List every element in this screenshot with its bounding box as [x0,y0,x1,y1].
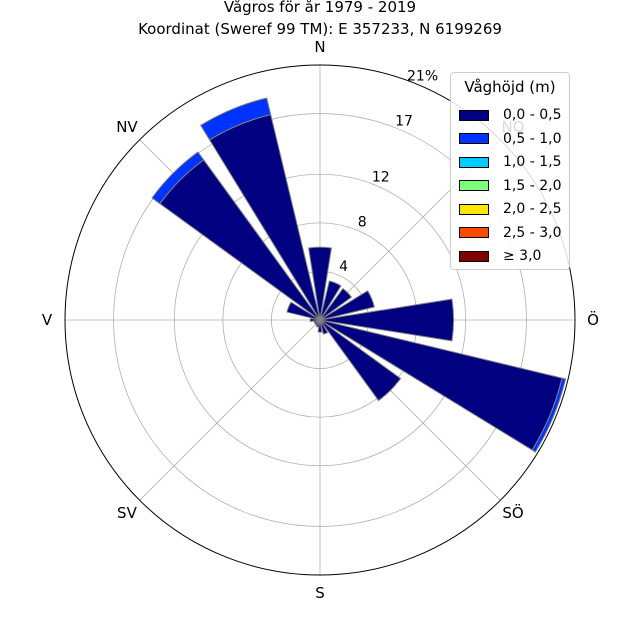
direction-label: SV [117,504,138,522]
rose-bar [308,246,332,321]
legend-label: 2,0 - 2,5 [503,201,562,217]
chart-title: Vågros för år 1979 - 2019 [224,0,416,16]
radial-tick-labels: 4 8 12 17 21% [339,68,438,275]
direction-label: S [315,584,325,602]
direction-label: V [42,311,53,329]
rose-bar [309,317,321,323]
radial-tick-label: 4 [339,259,348,275]
direction-label: Ö [587,310,599,329]
direction-label: NV [116,118,138,136]
rose-bars [151,97,567,453]
legend: Våghöjd (m) 0,0 - 0,5 0,5 - 1,0 1,0 - 1,5 1… [450,72,570,270]
legend-item: 0,5 - 1,0 [459,130,561,148]
legend-label: 0,0 - 0,5 [503,107,562,123]
rose-bar [200,97,272,141]
legend-item: ≥ 3,0 [459,247,541,265]
legend-label: 1,5 - 2,0 [503,177,562,194]
chart-subtitle: Koordinat (Sweref 99 TM): E 357233, N 61… [138,20,502,38]
legend-swatch [459,250,489,262]
radial-tick-label: 12 [372,169,390,185]
legend-label: 2,5 - 3,0 [503,224,562,241]
rose-bar [319,319,402,402]
legend-swatch [459,180,489,191]
rose-bar [319,290,375,321]
rose-bar [319,287,353,321]
rose-bar [151,151,205,205]
radial-tick-label: 8 [358,214,367,230]
legend-label: 0,5 - 1,0 [503,130,562,147]
direction-label: SÖ [502,503,523,522]
radial-tick-label: 21% [407,68,438,84]
outer-ring [64,64,576,576]
radial-tick-label: 17 [395,113,413,129]
direction-label: N [314,38,325,56]
rose-bar [531,377,567,453]
legend-item: 2,5 - 3,0 [459,224,561,242]
legend-swatch [459,227,489,238]
legend-item: 1,5 - 2,0 [459,177,561,195]
legend-item: 2,0 - 2,5 [459,200,561,218]
legend-label: 1,0 - 1,5 [503,154,562,170]
rose-bar [286,301,321,321]
rose-bar [319,319,329,335]
legend-item: 1,0 - 1,5 [459,153,561,171]
legend-title: Våghöjd (m) [464,78,556,96]
legend-swatch [459,156,489,168]
legend-swatch [459,203,489,215]
rose-bar [319,298,455,342]
rose-bar [317,319,323,333]
grid-spoke [139,319,321,501]
legend-swatch [459,109,489,121]
legend-swatch [459,133,489,144]
rose-bar [319,280,342,321]
legend-item: 0,0 - 0,5 [459,106,561,124]
legend-label: ≥ 3,0 [503,248,542,264]
